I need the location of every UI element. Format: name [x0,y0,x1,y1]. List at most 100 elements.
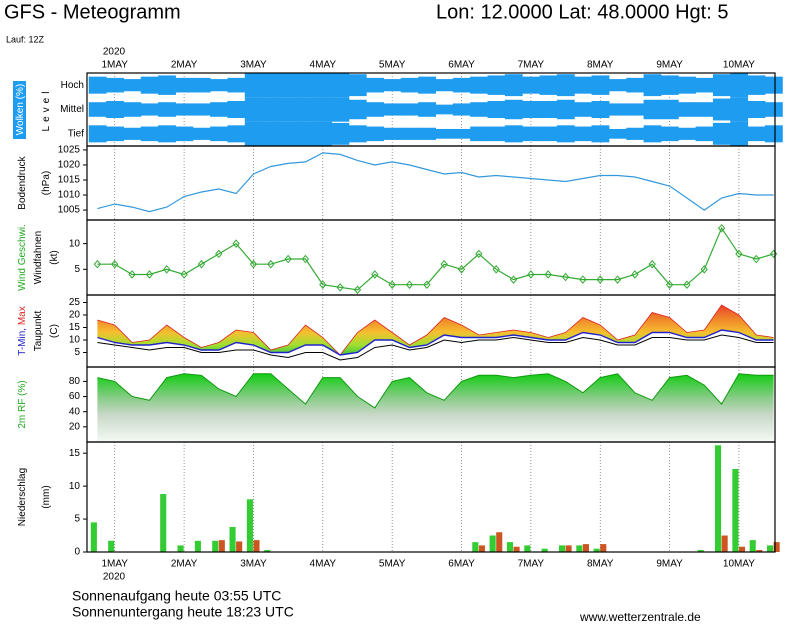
bar [738,546,746,552]
cloud-cover [591,100,610,119]
bar [478,545,485,552]
cloud-cover [678,76,697,94]
marker [145,270,154,279]
y-tick-label: 1005 [58,205,81,216]
x-tick-label: 7MAY [518,60,545,71]
cloud-cover [487,126,506,142]
marker [284,254,292,264]
y-axis-label-part: Max [17,306,28,328]
y-axis-label: (C) [49,324,60,338]
cloud-cover [747,100,766,119]
cloud-cover [279,73,298,98]
bar [582,544,589,552]
cloud-cover [400,127,419,140]
x-tick-label: 4MAY [310,559,337,570]
cloud-cover [626,127,645,140]
level-label: Mittel [60,104,84,115]
bar [160,494,167,552]
y-tick-label: 20 [69,310,81,321]
cloud-cover [608,79,627,92]
cloud-cover [591,125,610,143]
cloud-cover [522,100,541,119]
marker [509,275,518,284]
marker [735,249,743,259]
marker [475,249,483,259]
cloud-cover [504,99,523,120]
cloud-cover [435,79,454,92]
cloud-cover [574,102,593,117]
x-tick-label: 2MAY [171,559,198,570]
marker [267,259,275,269]
y-tick-label: 25 [69,297,81,308]
bar [513,546,520,552]
x-tick-label: 3MAY [240,559,267,570]
y-axis-label: (hPa) [41,171,52,195]
bar [721,535,728,552]
marker [665,280,674,289]
cloud-cover [712,98,731,121]
y-axis-label: Level [41,88,52,132]
location: Lon: 12.0000 Lat: 48.0000 Hgt: 5 [436,1,728,23]
sunrise: Sonnenaufgang heute 03:55 UTC [72,588,281,604]
y-axis-label: Taupunkt [33,310,44,351]
level-label: Tief [68,128,85,139]
marker [596,275,604,284]
bar [756,550,763,552]
cloud-cover [435,128,454,139]
marker [180,270,188,279]
cloud-cover [366,77,384,93]
cloud-cover [764,102,783,117]
cloud-cover [175,126,194,142]
run: Lauf: 12Z [6,34,45,44]
cloud-cover [470,102,489,117]
marker [232,239,240,248]
cloud-cover [331,73,350,98]
cloud-cover [695,77,714,93]
marker [527,270,535,279]
cloud-cover [227,100,246,119]
cloud-cover [591,75,610,95]
marker [405,280,414,289]
cloud-cover [279,121,298,146]
bar [697,550,704,552]
bar [524,545,531,552]
area [97,373,774,442]
x-tick-label: 5MAY [379,60,406,71]
bar [749,540,756,552]
source: www.wetterzentrale.de [579,610,701,624]
cloud-cover [279,97,298,122]
cloud-cover [730,73,749,98]
panel-frame [86,145,776,221]
x-tick-label: 6MAY [448,559,475,570]
cloud-cover [106,126,124,142]
line [97,373,774,409]
line [97,152,774,213]
cloud-cover [175,77,194,93]
panel-frame [86,441,776,553]
bar [264,550,271,552]
y-axis-label-part: (kt) [49,250,60,264]
cloud-cover [678,127,697,140]
y-tick-label: 10 [69,335,81,346]
cloud-cover [140,126,159,142]
marker [423,280,431,289]
marker [492,265,500,274]
cloud-cover [314,73,332,98]
bar [767,545,774,552]
cloud-cover [556,125,575,143]
year-top: 2020 [103,47,126,58]
y-axis-label-part: Windfahnen [33,231,44,284]
cloud-cover [106,100,124,119]
year-bottom: 2020 [103,572,126,583]
bar [236,541,243,552]
cloud-cover [123,127,142,140]
y-axis-label: 2m RF (%) [17,380,28,428]
cloud-cover [262,121,280,146]
y-axis-label-part: (hPa) [41,171,52,195]
y-axis-label-part: (C) [49,324,60,338]
marker [700,265,708,274]
bar [565,545,572,552]
marker [648,259,656,269]
bar [496,532,503,552]
y-tick-label: 20 [69,421,81,432]
